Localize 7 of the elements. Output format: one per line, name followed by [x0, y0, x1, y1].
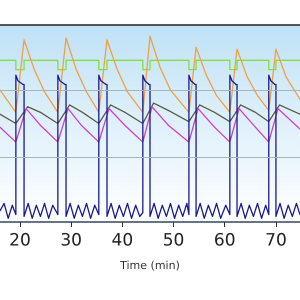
- x-axis-title: Time (min): [119, 259, 180, 272]
- x-tick-label: 40: [112, 230, 134, 250]
- x-tick-label: 30: [60, 230, 82, 250]
- x-tick-label: 50: [162, 230, 184, 250]
- x-tick-label: 70: [265, 230, 287, 250]
- x-tick-label: 20: [9, 230, 31, 250]
- x-tick-label: 60: [214, 230, 236, 250]
